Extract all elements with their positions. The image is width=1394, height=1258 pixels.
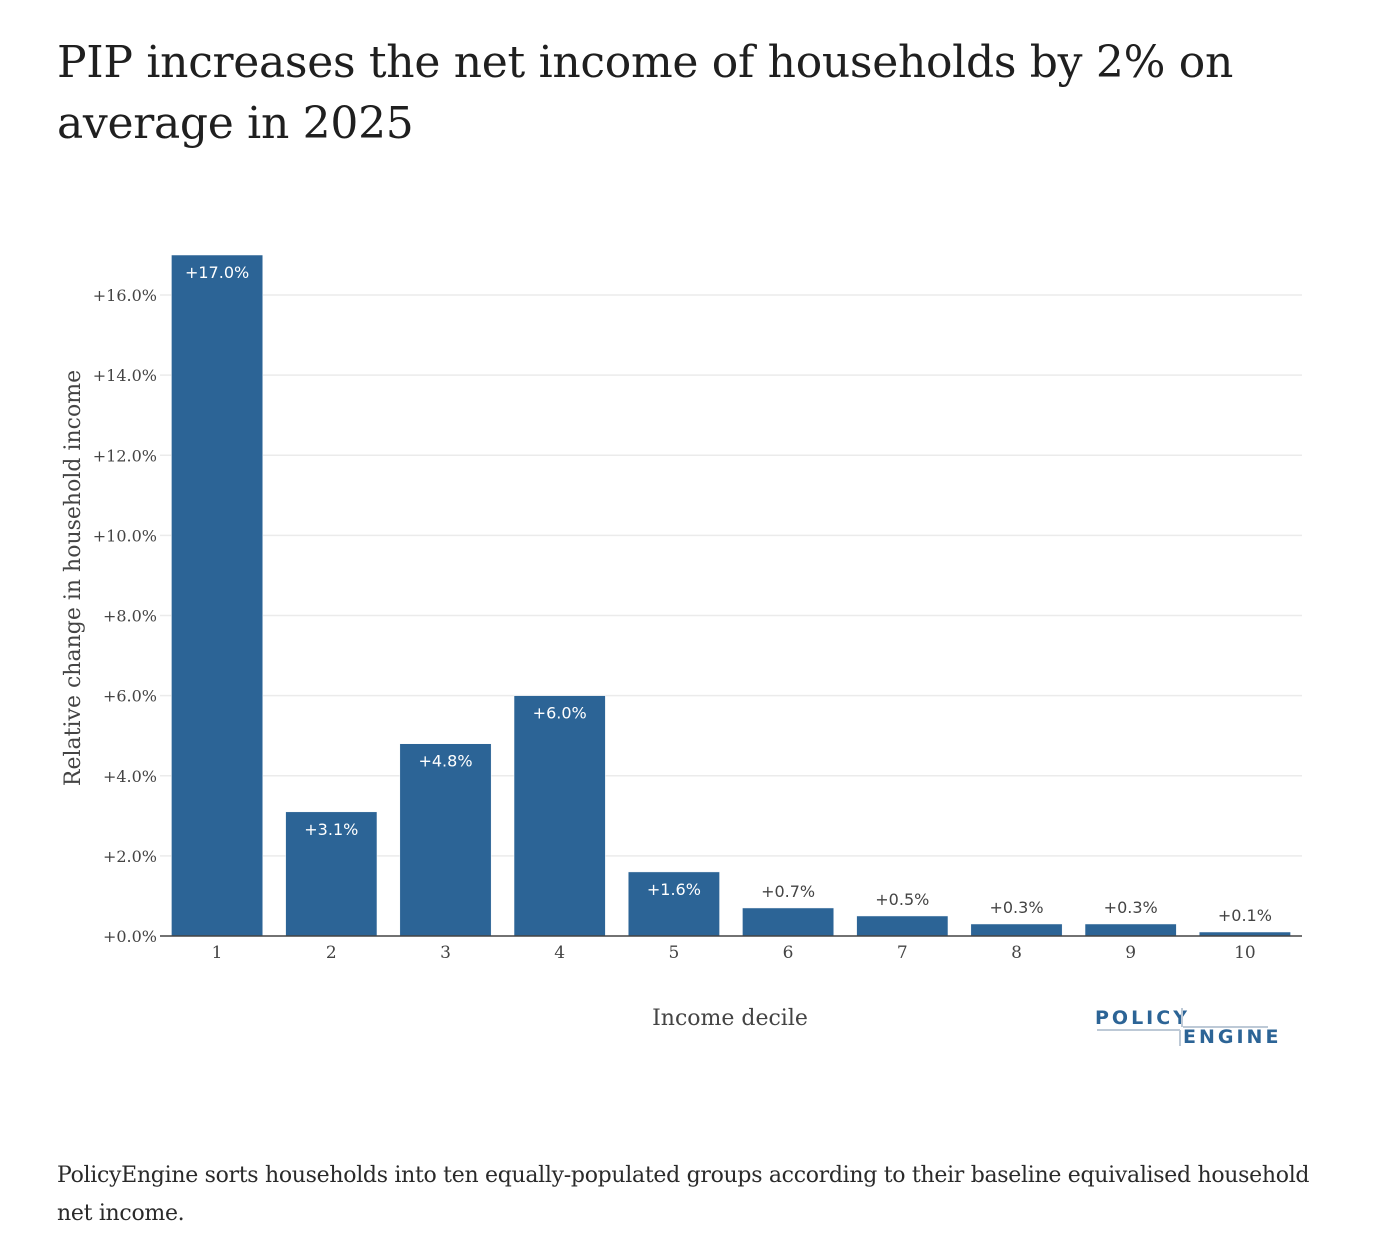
y-tick-label: +0.0% [103, 927, 157, 946]
policyengine-logo: POLICY ENGINE [1095, 1007, 1281, 1048]
bar-decile-9 [1084, 923, 1177, 937]
x-tick-label: 9 [1125, 943, 1136, 963]
x-tick-label: 3 [440, 943, 451, 963]
y-tick-label: +6.0% [103, 687, 157, 706]
bar-decile-5 [627, 871, 720, 937]
x-axis-ticks: 1 2 3 4 5 6 7 8 9 10 [212, 943, 1256, 963]
x-tick-label: 10 [1234, 943, 1256, 963]
x-tick-label: 7 [897, 943, 908, 963]
x-tick-label: 4 [554, 943, 565, 963]
data-labels: +17.0% +3.1% +4.8% +6.0% +1.6% +0.7% +0.5% +0.3… [185, 263, 1272, 925]
bar-decile-6 [742, 907, 835, 937]
y-tick-label: +2.0% [103, 847, 157, 866]
bar-decile-2 [285, 811, 378, 937]
chart-title: PIP increases the net income of househol… [57, 37, 1234, 149]
bar-data-label: +0.7% [761, 882, 815, 901]
bar-data-label: +4.8% [418, 752, 472, 771]
y-tick-label: +8.0% [103, 607, 157, 626]
x-tick-label: 2 [326, 943, 337, 963]
y-tick-label: +12.0% [93, 446, 157, 465]
bar-decile-4 [513, 695, 606, 937]
y-axis-ticks: +0.0% +2.0% +4.0% +6.0% +8.0% +10.0% +12.0% +14… [93, 286, 157, 946]
bar-data-label: +3.1% [304, 820, 358, 839]
y-tick-label: +16.0% [93, 286, 157, 305]
x-tick-label: 8 [1011, 943, 1022, 963]
y-axis-title: Relative change in household income [61, 370, 86, 786]
bar-chart: +0.0% +2.0% +4.0% +6.0% +8.0% +10.0% +12.0% +14… [61, 254, 1302, 1048]
x-tick-label: 5 [668, 943, 679, 963]
bar-decile-3 [399, 743, 492, 937]
bar-data-label: +0.3% [989, 898, 1043, 917]
y-tick-label: +4.0% [103, 767, 157, 786]
bar-data-label: +0.1% [1218, 906, 1272, 925]
bar-decile-1 [171, 254, 264, 937]
chart-caption: PolicyEngine sorts households into ten e… [57, 1163, 1310, 1226]
bar-data-label: +0.5% [875, 890, 929, 909]
bar-data-label: +17.0% [185, 263, 249, 282]
x-tick-label: 6 [783, 943, 794, 963]
logo-text-engine: ENGINE [1183, 1026, 1281, 1048]
y-tick-label: +14.0% [93, 366, 157, 385]
bars [171, 254, 1291, 937]
logo-text-policy: POLICY [1095, 1007, 1190, 1029]
gridlines [160, 294, 1302, 857]
bar-data-label: +0.3% [1104, 898, 1158, 917]
y-tick-label: +10.0% [93, 526, 157, 545]
x-tick-label: 1 [212, 943, 223, 963]
bar-data-label: +6.0% [533, 704, 587, 723]
bar-decile-8 [970, 923, 1063, 937]
x-axis-title: Income decile [652, 1006, 808, 1031]
bar-decile-7 [856, 915, 949, 937]
bar-data-label: +1.6% [647, 880, 701, 899]
